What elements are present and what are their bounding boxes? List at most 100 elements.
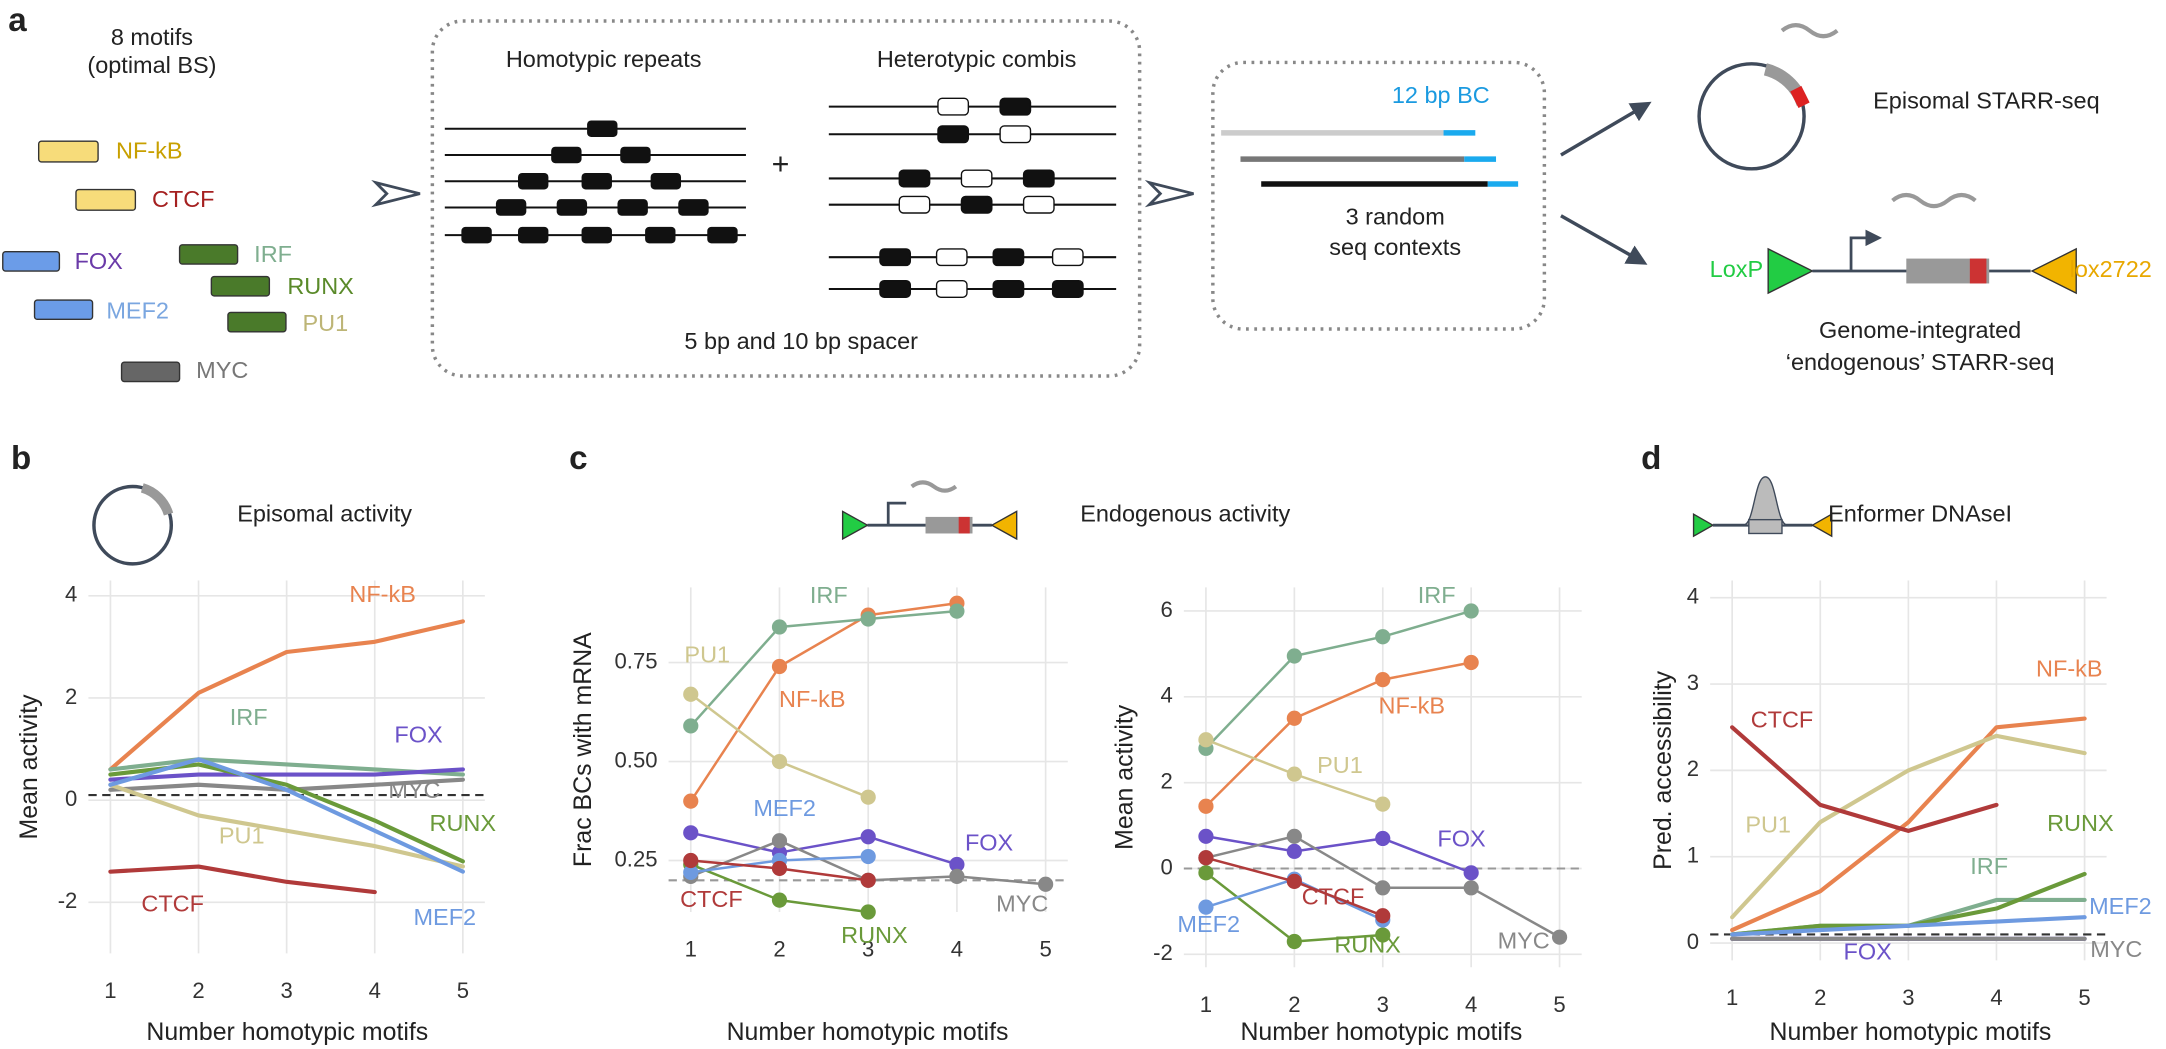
series-label: MEF2	[2089, 893, 2152, 919]
motif-boxes	[2, 140, 287, 383]
site	[992, 248, 1025, 267]
series-line	[108, 864, 377, 895]
y-axis-label: Frac BCs with mRNA	[569, 632, 597, 867]
point	[683, 793, 699, 809]
point	[683, 718, 699, 734]
site	[518, 172, 549, 190]
loxp-text: LoxP	[1710, 256, 1764, 282]
series-label: MYC	[996, 890, 1048, 916]
site	[650, 172, 682, 190]
point	[1286, 873, 1302, 889]
flow-arrow	[1560, 101, 1652, 157]
x-tick-label: 2	[192, 978, 204, 1003]
y-tick-label: 3	[1687, 670, 1699, 695]
point	[949, 603, 965, 619]
series-label: MEF2	[414, 904, 477, 930]
spacer-text: 5 bp and 10 bp spacer	[684, 328, 918, 354]
point	[1038, 876, 1054, 892]
series-label: CTCF	[141, 890, 204, 916]
point	[771, 892, 788, 908]
site	[707, 226, 738, 244]
barcode-text: 12 bp BC	[1392, 82, 1490, 108]
site	[960, 195, 993, 214]
site	[960, 169, 993, 188]
point	[771, 860, 788, 877]
site	[620, 146, 651, 164]
flow-arrow	[1144, 180, 1194, 208]
site	[1051, 279, 1084, 298]
motif-label: CTCF	[152, 186, 215, 212]
x-axis-label: Number homotypic motifs	[727, 1018, 1009, 1046]
x-tick-label: 2	[773, 936, 785, 961]
plasmid	[1697, 62, 1806, 171]
y-tick-label: 1	[1687, 843, 1699, 868]
x-tick-label: 1	[104, 978, 116, 1003]
series-label: PU1	[219, 823, 265, 849]
point	[1375, 927, 1391, 943]
rna	[1780, 23, 1839, 39]
series-label: NF-kB	[349, 581, 416, 607]
series-label: FOX	[1437, 825, 1486, 851]
site	[581, 226, 612, 244]
series-label: PU1	[1317, 752, 1363, 778]
series-label: MYC	[388, 777, 440, 803]
panel-title: Episomal activity	[237, 501, 412, 527]
point	[860, 872, 876, 888]
panel-label: b	[11, 440, 31, 477]
x-axis-label: Number homotypic motifs	[1240, 1018, 1522, 1046]
x-tick-label: 4	[1465, 992, 1477, 1017]
point	[1463, 654, 1479, 671]
point	[683, 686, 699, 702]
point	[1286, 648, 1302, 664]
series-line	[108, 619, 465, 772]
motif-label: MYC	[196, 357, 248, 383]
x-tick-label: 5	[2078, 985, 2090, 1010]
x-tick-label: 4	[369, 978, 381, 1003]
site	[556, 199, 588, 216]
point	[1551, 929, 1568, 945]
site	[551, 146, 582, 164]
series-label: FOX	[1843, 939, 1892, 965]
flow-arrow	[1560, 214, 1648, 265]
point	[1286, 843, 1302, 859]
series-line	[1204, 661, 1473, 808]
x-tick-label: 4	[951, 936, 963, 961]
series-line	[689, 601, 959, 803]
series-label: FOX	[394, 722, 443, 748]
point	[1286, 828, 1302, 844]
context-lines	[1221, 130, 1519, 187]
homotypic-title: Homotypic repeats	[506, 46, 702, 72]
series-label: MEF2	[753, 795, 816, 821]
motif-box	[75, 188, 137, 211]
y-tick-label: 2	[1687, 756, 1699, 781]
site	[1022, 169, 1055, 188]
point	[771, 619, 788, 635]
series-line	[108, 757, 465, 874]
point	[860, 904, 876, 920]
heterotypic-title: Heterotypic combis	[877, 46, 1077, 72]
lox2722-site	[2030, 247, 2077, 295]
point	[1375, 629, 1391, 645]
series-label: PU1	[1745, 812, 1791, 838]
series-label: RUNX	[1334, 932, 1401, 958]
y-tick-label: -2	[58, 888, 78, 913]
point	[860, 789, 876, 805]
panel-title: Enformer DNAseI	[1828, 501, 2012, 527]
series-label: IRF	[1970, 853, 2008, 879]
motif-box	[33, 299, 94, 321]
point	[1375, 796, 1391, 812]
site	[879, 279, 912, 298]
series-label: IRF	[1418, 582, 1456, 608]
point	[1198, 828, 1214, 844]
x-tick-label: 3	[280, 978, 292, 1003]
icon	[841, 480, 1018, 541]
site	[937, 97, 970, 116]
site	[617, 199, 648, 216]
flow-arrow	[371, 180, 421, 208]
x-tick-label: 3	[1902, 985, 1914, 1010]
x-tick-label: 5	[457, 978, 469, 1003]
point	[1198, 798, 1214, 814]
icon	[92, 484, 174, 566]
series-label: RUNX	[430, 810, 497, 836]
y-tick-label: 0.25	[615, 846, 658, 871]
